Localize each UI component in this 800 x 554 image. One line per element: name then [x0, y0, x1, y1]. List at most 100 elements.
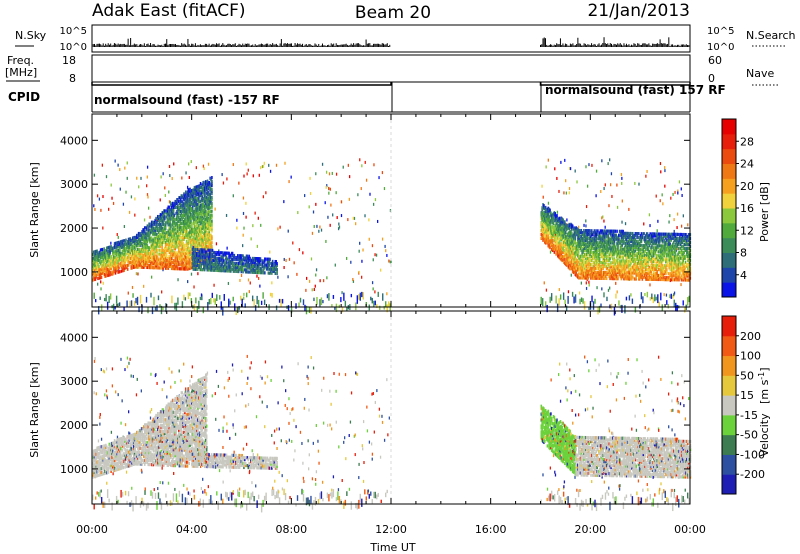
ground-scatter-cell [232, 296, 234, 302]
echo-cell [586, 236, 589, 241]
echo-cell [210, 182, 212, 186]
echo-cell [170, 245, 172, 249]
echo-cell [123, 248, 125, 253]
echo-cell [120, 263, 123, 267]
echo-cell [576, 262, 578, 266]
echo-cell [581, 262, 583, 266]
echo-cell [136, 251, 138, 255]
echo-cell [207, 226, 210, 230]
echo-cell [179, 225, 182, 229]
scatter-cell [603, 219, 605, 223]
echo-cell [196, 228, 198, 232]
echo-cell [177, 223, 180, 227]
echo-cell [140, 234, 143, 238]
ground-scatter-cell [609, 304, 611, 309]
echo-cell [199, 193, 202, 198]
echo-cell [131, 266, 133, 270]
echo-cell [196, 257, 198, 262]
echo-cell [588, 268, 590, 272]
echo-cell [174, 237, 177, 241]
echo-cell [576, 246, 578, 251]
echo-cell [197, 226, 199, 230]
ground-scatter-cell [133, 300, 136, 306]
echo-cell [97, 276, 99, 281]
echo-cell [595, 229, 597, 233]
echo-cell [138, 231, 141, 236]
echo-cell [583, 264, 586, 268]
echo-cell [137, 237, 140, 242]
echo-cell [119, 256, 121, 260]
echo-cell [251, 270, 254, 274]
echo-cell [119, 252, 122, 256]
echo-cell [575, 271, 577, 275]
echo-cell [574, 233, 577, 237]
scatter-cell [126, 161, 128, 165]
echo-cell [100, 252, 103, 256]
echo-cell [155, 266, 157, 270]
echo-cell [142, 230, 144, 234]
scatter-cell [364, 160, 366, 164]
echo-cell [201, 189, 204, 193]
echo-cell [129, 241, 132, 245]
echo-cell [173, 251, 176, 255]
scatter-cell [326, 184, 328, 188]
echo-cell [188, 255, 191, 259]
echo-cell [596, 249, 598, 253]
echo-cell [105, 266, 108, 270]
echo-cell [205, 215, 208, 219]
echo-cell [557, 225, 560, 229]
ground-scatter-cell [606, 296, 608, 302]
echo-cell [179, 198, 182, 202]
echo-cell [562, 236, 564, 240]
scatter-cell [304, 194, 306, 198]
echo-cell [570, 230, 572, 234]
echo-cell [103, 272, 105, 277]
echo-cell [106, 250, 109, 254]
echo-cell [264, 259, 266, 263]
echo-cell [103, 267, 105, 271]
ground-scatter-cell [341, 306, 344, 313]
echo-cell [207, 254, 209, 258]
echo-cell [125, 246, 127, 250]
echo-cell [145, 265, 148, 270]
echo-cell [94, 250, 97, 254]
echo-cell [181, 241, 184, 245]
echo-cell [164, 225, 167, 229]
scatter-cell [164, 186, 166, 190]
echo-cell [576, 264, 578, 268]
echo-cell [257, 257, 259, 261]
echo-cell [158, 232, 161, 236]
echo-cell [147, 238, 150, 242]
echo-cell [93, 250, 96, 254]
echo-cell [174, 243, 177, 247]
echo-cell [176, 261, 178, 265]
echo-cell [179, 251, 182, 255]
echo-cell [551, 219, 554, 223]
echo-cell [177, 219, 180, 223]
echo-cell [162, 211, 164, 215]
echo-cell [199, 248, 202, 252]
echo-cell [177, 207, 179, 212]
echo-cell [542, 224, 544, 229]
echo-cell [578, 258, 581, 262]
echo-cell [571, 242, 574, 246]
echo-cell [210, 266, 213, 270]
echo-cell [142, 265, 144, 269]
echo-cell [99, 268, 102, 272]
echo-cell [578, 232, 581, 237]
echo-cell [209, 266, 211, 270]
echo-cell [121, 249, 124, 253]
echo-cell [581, 242, 583, 247]
echo-cell [208, 262, 210, 266]
echo-cell [185, 255, 188, 259]
echo-cell [566, 254, 569, 258]
echo-cell [178, 202, 181, 206]
echo-cell [104, 258, 106, 263]
echo-cell [118, 250, 120, 254]
ground-scatter-cell [181, 301, 184, 308]
echo-cell [564, 241, 566, 246]
scatter-cell [547, 201, 550, 205]
echo-cell [193, 190, 196, 194]
echo-cell [150, 226, 153, 230]
echo-cell [229, 261, 231, 265]
